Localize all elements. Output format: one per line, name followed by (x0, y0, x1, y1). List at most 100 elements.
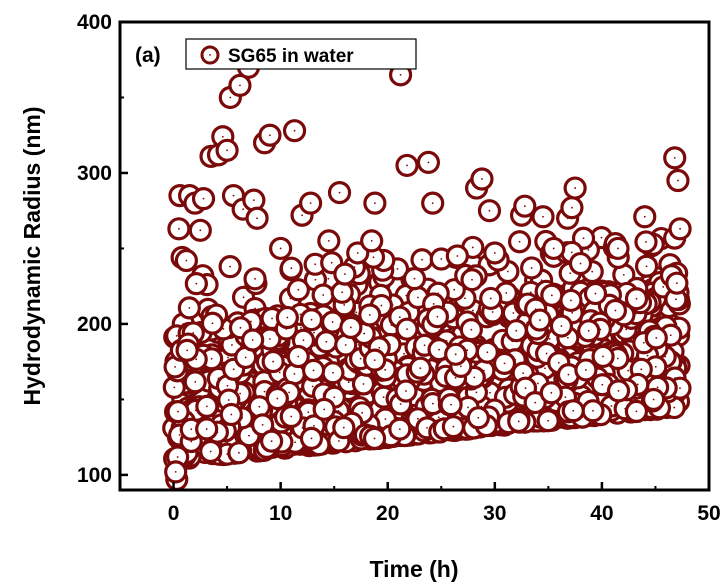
data-point-center (454, 353, 457, 356)
data-point-center (307, 411, 310, 414)
y-tick-label: 400 (77, 11, 112, 34)
data-point-center (373, 359, 376, 362)
legend-box (185, 38, 417, 70)
data-point-center (646, 354, 649, 357)
data-point-center (355, 311, 358, 314)
x-axis: 0 10 20 30 40 50 (119, 482, 721, 525)
data-point-center (406, 328, 408, 331)
data-point-center (310, 318, 313, 321)
data-point-center (416, 417, 419, 420)
data-point-center (662, 286, 665, 288)
legend-marker (200, 45, 220, 65)
data-point-center (227, 399, 230, 401)
data-point-center (250, 320, 252, 323)
data-point-center (343, 273, 346, 276)
data-point-center (467, 406, 469, 409)
data-point-center (489, 297, 492, 300)
data-point-center (625, 328, 628, 331)
data-point-center (177, 410, 179, 413)
data-point-center (333, 396, 336, 399)
data-point-center (585, 369, 587, 371)
data-point-center (677, 179, 679, 182)
data-point-center (431, 202, 434, 205)
data-point-center (272, 360, 275, 363)
data-point-center (594, 292, 597, 295)
data-point-center (432, 303, 435, 305)
data-point-center (477, 416, 480, 419)
data-point-center (505, 292, 508, 294)
data-point-center (188, 307, 191, 309)
x-tick-label: 40 (590, 502, 613, 525)
data-point-center (534, 401, 537, 404)
data-point-center (359, 357, 362, 360)
x-tick-label: 30 (483, 502, 506, 525)
data-point-center (616, 357, 619, 360)
data-point-center (493, 252, 496, 254)
data-point-center (269, 134, 271, 137)
data-point-center (673, 156, 676, 159)
data-point-center (622, 273, 625, 276)
x-tick-label: 0 (168, 502, 180, 525)
data-point-center (370, 240, 373, 242)
data-point-center (438, 348, 440, 351)
data-point-center (491, 311, 494, 313)
data-point-center (202, 197, 205, 200)
data-point-center (363, 332, 366, 335)
data-point-center (640, 368, 643, 371)
data-point-center (399, 403, 402, 405)
data-point-center (230, 413, 233, 416)
data-point-center (337, 440, 340, 442)
data-point-center (254, 277, 256, 280)
data-point-center (368, 314, 371, 316)
data-point-center (517, 420, 520, 423)
data-point-center (566, 336, 569, 339)
data-point-center (552, 247, 555, 250)
data-point-center (656, 386, 659, 389)
data-point-center (174, 366, 176, 368)
data-point-center (472, 309, 474, 312)
data-point-center (349, 326, 352, 329)
data-point-center (398, 316, 401, 319)
data-point-center (194, 380, 197, 383)
data-point-center (421, 258, 423, 261)
data-point-center (610, 405, 613, 407)
data-point-center (263, 390, 266, 393)
x-axis-title: Time (h) (369, 556, 458, 582)
data-point-center (290, 267, 293, 270)
data-point-center (311, 385, 314, 388)
data-point-center (226, 149, 228, 152)
data-point-center (453, 288, 456, 291)
data-point-center (293, 129, 296, 132)
data-point-center (426, 426, 428, 429)
y-tick-label: 100 (77, 464, 112, 487)
data-point-center (269, 338, 271, 340)
data-point-center (602, 355, 604, 358)
data-point-center (239, 326, 242, 329)
data-point-center (382, 396, 385, 399)
data-point-center (459, 365, 462, 368)
data-point-center (396, 267, 399, 270)
data-point-center (384, 368, 387, 371)
data-point-center (226, 384, 229, 387)
data-point-center (279, 247, 282, 250)
data-point-center (466, 349, 469, 352)
data-point-center (471, 246, 474, 249)
data-point-center (471, 278, 473, 281)
data-point-center (301, 214, 303, 217)
data-point-center (242, 208, 245, 211)
data-point-center (338, 191, 341, 194)
data-point-center (297, 288, 300, 291)
data-point-center (405, 390, 407, 392)
data-point-center (564, 396, 567, 398)
data-point-center (373, 202, 376, 205)
data-point-center (470, 328, 473, 331)
data-point-center (211, 322, 214, 325)
data-point-center (617, 247, 619, 250)
data-point-center (373, 437, 376, 440)
data-point-center (675, 282, 678, 285)
data-point-center (199, 229, 202, 232)
data-point-center (570, 251, 573, 254)
data-point-center (185, 259, 188, 262)
data-point-center (423, 344, 426, 347)
